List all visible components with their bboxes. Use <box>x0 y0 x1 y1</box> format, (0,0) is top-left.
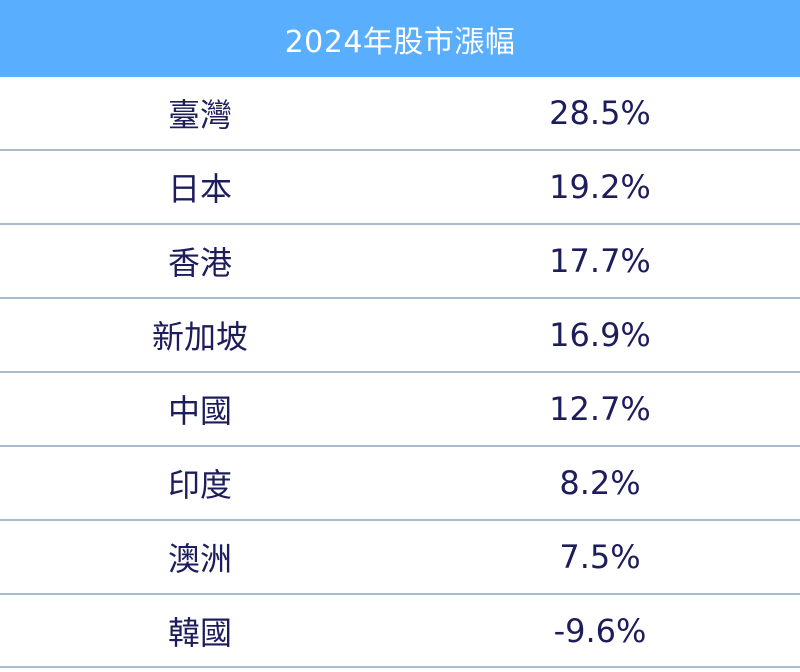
gain-value: -9.6% <box>553 611 647 650</box>
country-label: 印度 <box>167 466 232 504</box>
country-label: 香港 <box>167 244 232 282</box>
gain-value: 19.2% <box>549 168 651 206</box>
table-title: 2024年股市漲幅 <box>0 0 800 77</box>
table-body: 臺灣 28.5% 日本 19.2% 香港 17.7% 新加坡 16.9% 中國 12.7% 印度 8.… <box>0 77 800 668</box>
country-label: 日本 <box>167 170 232 208</box>
gain-value: 17.7% <box>549 242 651 280</box>
country-label: 澳洲 <box>167 540 232 578</box>
country-label: 韓國 <box>167 613 232 652</box>
country-label: 臺灣 <box>167 96 232 134</box>
table-row: 香港 17.7% <box>0 225 800 299</box>
gain-value: 8.2% <box>559 464 641 502</box>
table-row: 新加坡 16.9% <box>0 299 800 373</box>
gain-value: 28.5% <box>549 94 651 132</box>
table-row: 中國 12.7% <box>0 373 800 447</box>
gain-value: 12.7% <box>549 390 651 428</box>
table-row: 印度 8.2% <box>0 447 800 521</box>
table-row: 日本 19.2% <box>0 151 800 225</box>
country-label: 中國 <box>167 392 232 430</box>
gain-value: 16.9% <box>549 316 651 354</box>
country-label: 新加坡 <box>151 318 248 356</box>
table-row: 韓國 -9.6% <box>0 595 800 668</box>
table-row: 澳洲 7.5% <box>0 521 800 595</box>
gain-value: 7.5% <box>559 538 641 576</box>
table-row: 臺灣 28.5% <box>0 77 800 151</box>
